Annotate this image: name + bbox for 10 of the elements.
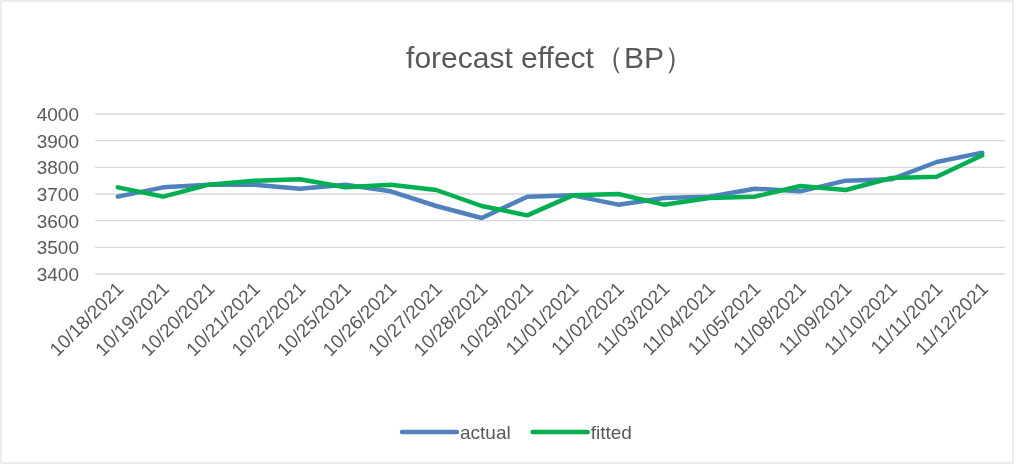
y-tick-label: 3800	[36, 157, 79, 179]
y-tick-label: 4000	[36, 104, 79, 125]
chart-title: forecast effect（BP）	[406, 41, 694, 74]
y-tick-label: 3700	[36, 184, 79, 205]
y-tick-label: 3400	[36, 264, 79, 285]
y-tick-label: 3900	[36, 130, 79, 152]
y-tick-label: 3500	[36, 237, 79, 259]
legend-label: fitted	[590, 422, 632, 443]
legend-label: actual	[460, 422, 511, 443]
y-tick-label: 3600	[36, 210, 79, 232]
